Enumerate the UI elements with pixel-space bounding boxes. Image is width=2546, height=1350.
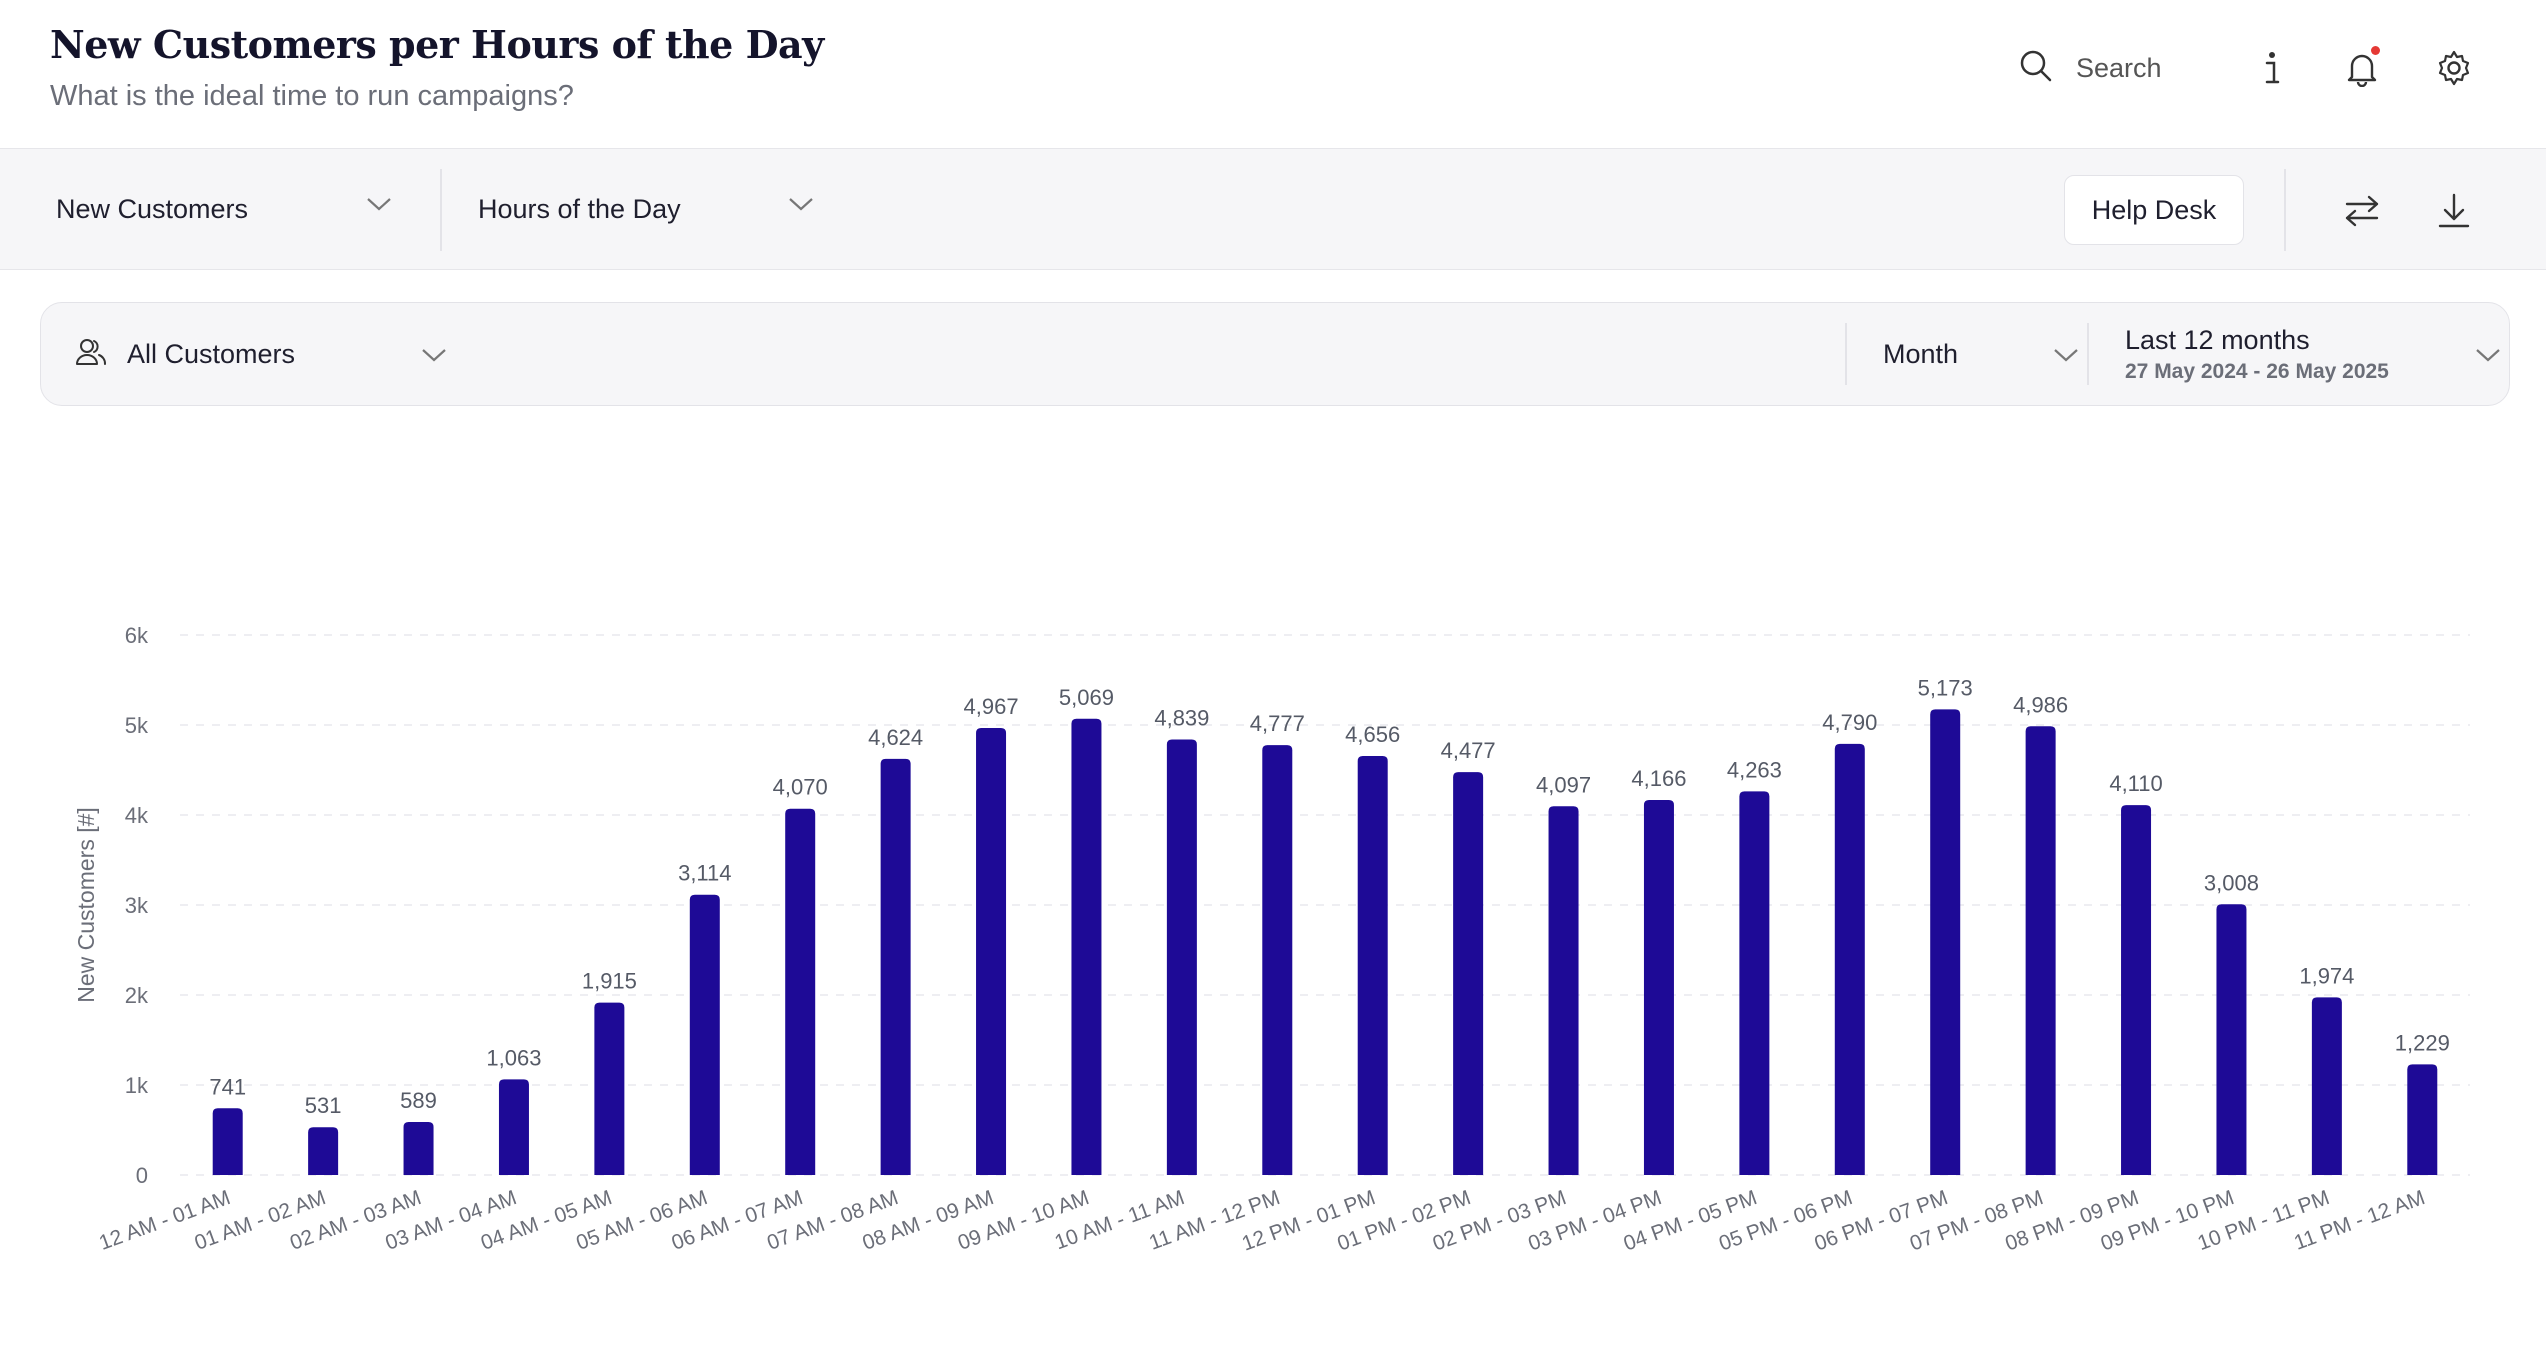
bar-chart: 741 531 589 1,063 1,915 3,114 4,070 4,624 4,967 5… [0, 600, 2546, 1300]
bar[interactable] [212, 1108, 243, 1175]
help-desk-button[interactable]: Help Desk [2064, 175, 2244, 245]
bar[interactable] [2025, 726, 2056, 1175]
bar[interactable] [2121, 805, 2152, 1175]
bar[interactable] [976, 727, 1007, 1175]
chevron-down-icon [367, 198, 391, 211]
search-icon [2018, 48, 2054, 89]
page-subtitle: What is the ideal time to run campaigns? [50, 80, 574, 112]
search-label: Search [2076, 53, 2162, 83]
filter-bar: All Customers Month Last 12 months 27 Ma… [40, 302, 2510, 406]
data-label: 589 [400, 1088, 437, 1113]
info-icon[interactable] [2250, 46, 2294, 90]
download-icon[interactable] [2432, 189, 2476, 233]
bar[interactable] [498, 1079, 529, 1175]
data-label: 1,915 [582, 969, 637, 994]
data-label: 4,477 [1441, 738, 1496, 763]
chevron-down-icon [2054, 349, 2078, 362]
data-label: 4,839 [1154, 705, 1209, 730]
data-label: 4,263 [1727, 757, 1782, 782]
y-tick-label: 5k [125, 713, 149, 738]
dimension-select[interactable]: Hours of the Day [478, 149, 818, 269]
page-header: New Customers per Hours of the Day What … [0, 0, 2546, 148]
date-range-dates: 27 May 2024 - 26 May 2025 [2125, 359, 2389, 383]
search-button[interactable]: Search [2018, 48, 2162, 89]
data-label: 4,070 [773, 775, 828, 800]
date-range-select[interactable]: Last 12 months 27 May 2024 - 26 May 2025 [2125, 303, 2500, 405]
metric-select[interactable]: New Customers [56, 149, 396, 269]
data-label: 4,166 [1631, 766, 1686, 791]
data-label: 4,790 [1822, 710, 1877, 735]
customer-segment-select[interactable]: All Customers [75, 303, 446, 405]
data-label: 1,974 [2299, 963, 2354, 988]
data-label: 3,008 [2204, 870, 2259, 895]
y-tick-label: 3k [125, 893, 149, 918]
granularity-select[interactable]: Month [1883, 303, 2083, 405]
data-label: 4,777 [1250, 711, 1305, 736]
bar[interactable] [403, 1121, 434, 1175]
bar[interactable] [1548, 806, 1579, 1175]
data-label: 4,986 [2013, 692, 2068, 717]
bar[interactable] [1262, 745, 1293, 1175]
data-label: 741 [209, 1074, 246, 1099]
toolbar-divider [440, 169, 442, 251]
data-label: 5,173 [1918, 675, 1973, 700]
bar[interactable] [1166, 739, 1197, 1175]
gear-icon[interactable] [2432, 46, 2476, 90]
customer-segment-label: All Customers [127, 338, 296, 369]
bar[interactable] [1930, 709, 1961, 1175]
chevron-down-icon [2476, 349, 2500, 362]
y-tick-label: 4k [125, 803, 149, 828]
y-tick-label: 6k [125, 623, 149, 648]
chart-svg: 741 531 589 1,063 1,915 3,114 4,070 4,624 4,967 5… [73, 623, 2470, 1256]
data-label: 4,656 [1345, 722, 1400, 747]
dimension-select-label: Hours of the Day [478, 193, 681, 224]
notification-dot [2371, 46, 2380, 55]
data-label: 4,967 [964, 694, 1019, 719]
chevron-down-icon [789, 198, 813, 211]
bar[interactable] [308, 1127, 339, 1175]
bar[interactable] [1643, 800, 1674, 1175]
chevron-down-icon [422, 349, 446, 362]
data-label: 4,110 [2109, 771, 2162, 796]
filter-divider [1845, 323, 1847, 385]
bar[interactable] [1834, 743, 1865, 1175]
bar[interactable] [594, 1002, 625, 1175]
y-tick-label: 0 [136, 1163, 148, 1188]
y-tick-label: 1k [125, 1073, 149, 1098]
bar[interactable] [2311, 997, 2342, 1175]
y-axis-label: New Customers [#] [73, 807, 99, 1003]
metric-select-label: New Customers [56, 193, 249, 224]
granularity-label: Month [1883, 338, 1959, 369]
filter-divider [2087, 323, 2089, 385]
bell-icon[interactable] [2340, 46, 2384, 90]
data-label: 4,624 [868, 725, 923, 750]
data-label: 1,229 [2395, 1030, 2450, 1055]
bar[interactable] [1739, 791, 1770, 1175]
toolbar-divider [2284, 169, 2286, 251]
data-label: 1,063 [486, 1045, 541, 1070]
y-tick-label: 2k [125, 983, 149, 1008]
page-title: New Customers per Hours of the Day [50, 22, 824, 67]
bar[interactable] [2216, 904, 2247, 1175]
bar[interactable] [2407, 1064, 2438, 1175]
swap-icon[interactable] [2340, 189, 2384, 233]
bar[interactable] [785, 808, 816, 1175]
date-range-label: Last 12 months [2125, 324, 2310, 355]
users-icon [75, 337, 107, 372]
bar[interactable] [880, 758, 911, 1175]
bar[interactable] [1453, 772, 1484, 1175]
toolbar: New Customers Hours of the Day Help Desk [0, 148, 2546, 270]
data-label: 531 [305, 1093, 342, 1118]
data-label: 4,097 [1536, 772, 1591, 797]
bar[interactable] [1071, 718, 1102, 1175]
data-label: 3,114 [678, 861, 731, 886]
bar[interactable] [1357, 755, 1388, 1175]
bar[interactable] [689, 894, 720, 1175]
data-label: 5,069 [1059, 685, 1114, 710]
